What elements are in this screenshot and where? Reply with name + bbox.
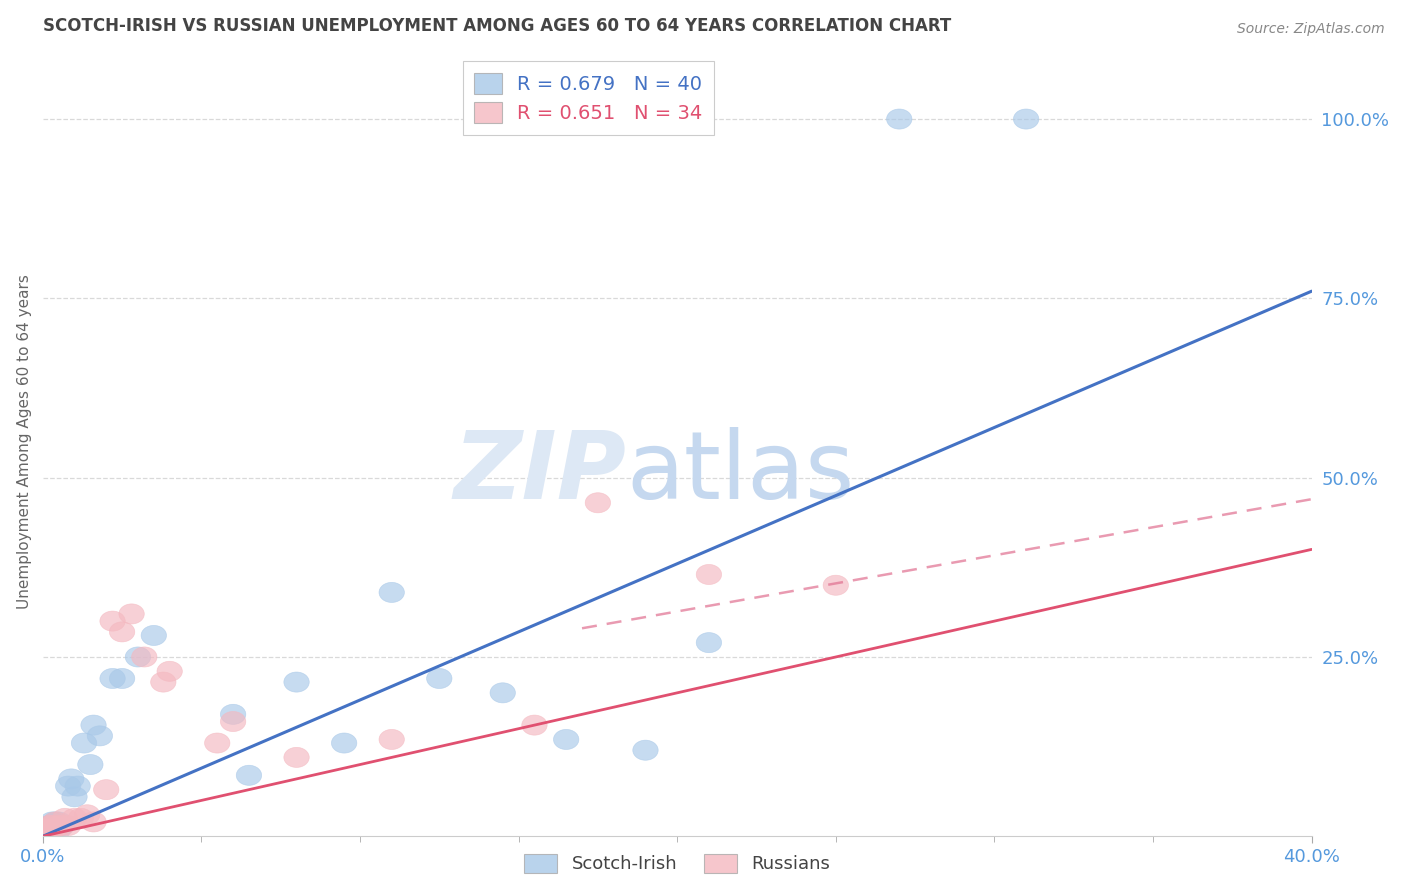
Ellipse shape	[34, 822, 59, 843]
Ellipse shape	[34, 822, 59, 843]
Ellipse shape	[39, 819, 65, 839]
Ellipse shape	[887, 109, 912, 129]
Ellipse shape	[34, 819, 59, 839]
Ellipse shape	[65, 776, 90, 797]
Ellipse shape	[696, 565, 721, 584]
Ellipse shape	[87, 726, 112, 746]
Ellipse shape	[37, 822, 62, 843]
Ellipse shape	[75, 805, 100, 825]
Ellipse shape	[39, 815, 65, 836]
Ellipse shape	[37, 819, 62, 839]
Ellipse shape	[37, 819, 62, 839]
Ellipse shape	[55, 776, 80, 797]
Ellipse shape	[236, 765, 262, 785]
Ellipse shape	[39, 819, 65, 839]
Ellipse shape	[34, 822, 59, 843]
Ellipse shape	[150, 672, 176, 692]
Ellipse shape	[426, 668, 451, 689]
Ellipse shape	[380, 730, 405, 749]
Ellipse shape	[132, 647, 157, 667]
Ellipse shape	[49, 815, 75, 836]
Text: atlas: atlas	[627, 427, 855, 519]
Ellipse shape	[1014, 109, 1039, 129]
Ellipse shape	[80, 715, 107, 735]
Ellipse shape	[77, 755, 103, 774]
Ellipse shape	[62, 787, 87, 807]
Ellipse shape	[67, 808, 94, 829]
Ellipse shape	[46, 812, 72, 832]
Ellipse shape	[522, 715, 547, 735]
Text: ZIP: ZIP	[454, 427, 627, 519]
Ellipse shape	[491, 682, 516, 703]
Y-axis label: Unemployment Among Ages 60 to 64 years: Unemployment Among Ages 60 to 64 years	[17, 275, 32, 609]
Ellipse shape	[94, 780, 120, 800]
Ellipse shape	[46, 815, 72, 836]
Ellipse shape	[585, 492, 610, 513]
Ellipse shape	[37, 815, 62, 836]
Ellipse shape	[221, 712, 246, 731]
Ellipse shape	[37, 815, 62, 836]
Ellipse shape	[221, 705, 246, 724]
Ellipse shape	[62, 808, 87, 829]
Ellipse shape	[157, 661, 183, 681]
Ellipse shape	[39, 812, 65, 832]
Ellipse shape	[55, 815, 80, 836]
Ellipse shape	[34, 822, 59, 843]
Ellipse shape	[823, 575, 848, 595]
Ellipse shape	[110, 668, 135, 689]
Ellipse shape	[633, 740, 658, 760]
Ellipse shape	[380, 582, 405, 602]
Ellipse shape	[696, 632, 721, 653]
Ellipse shape	[42, 812, 67, 832]
Ellipse shape	[110, 622, 135, 642]
Ellipse shape	[100, 668, 125, 689]
Ellipse shape	[284, 747, 309, 767]
Ellipse shape	[80, 812, 107, 832]
Ellipse shape	[37, 822, 62, 843]
Text: Source: ZipAtlas.com: Source: ZipAtlas.com	[1237, 22, 1385, 37]
Ellipse shape	[42, 812, 67, 832]
Ellipse shape	[284, 672, 309, 692]
Ellipse shape	[46, 819, 72, 839]
Ellipse shape	[34, 819, 59, 839]
Ellipse shape	[100, 611, 125, 632]
Ellipse shape	[72, 733, 97, 753]
Ellipse shape	[42, 815, 67, 836]
Ellipse shape	[332, 733, 357, 753]
Ellipse shape	[125, 647, 150, 667]
Ellipse shape	[34, 819, 59, 839]
Ellipse shape	[141, 625, 166, 646]
Legend: Scotch-Irish, Russians: Scotch-Irish, Russians	[516, 845, 839, 882]
Ellipse shape	[554, 730, 579, 749]
Ellipse shape	[39, 815, 65, 836]
Ellipse shape	[120, 604, 145, 624]
Ellipse shape	[34, 819, 59, 839]
Ellipse shape	[59, 769, 84, 789]
Ellipse shape	[49, 815, 75, 836]
Ellipse shape	[34, 819, 59, 839]
Ellipse shape	[37, 819, 62, 839]
Text: SCOTCH-IRISH VS RUSSIAN UNEMPLOYMENT AMONG AGES 60 TO 64 YEARS CORRELATION CHART: SCOTCH-IRISH VS RUSSIAN UNEMPLOYMENT AMO…	[42, 17, 950, 35]
Ellipse shape	[204, 733, 231, 753]
Ellipse shape	[52, 808, 77, 829]
